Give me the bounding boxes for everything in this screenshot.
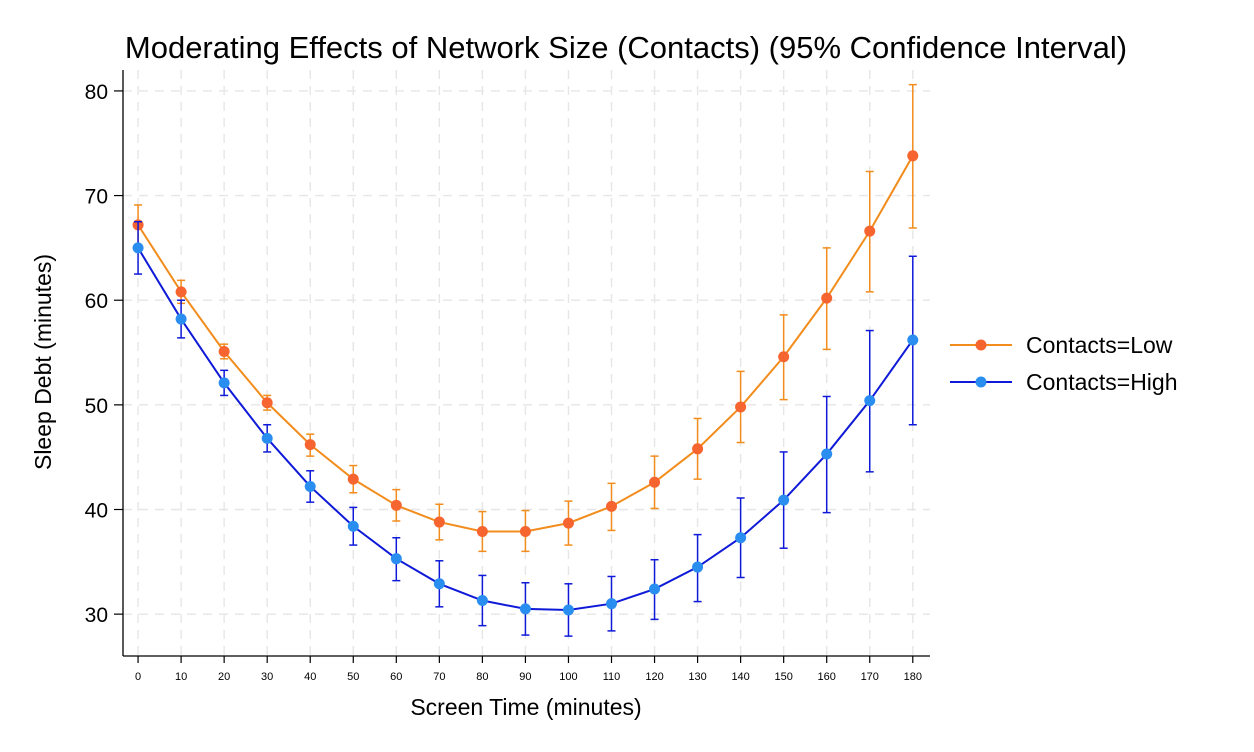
data-point-1-6	[390, 553, 402, 565]
legend-marker-1	[975, 376, 987, 388]
data-point-1-9	[519, 603, 531, 615]
chart-title: Moderating Effects of Network Size (Cont…	[125, 30, 1127, 65]
y-tick-label-4: 70	[85, 186, 108, 209]
data-point-1-13	[692, 561, 704, 573]
data-point-0-14	[735, 401, 747, 413]
data-point-1-2	[218, 377, 230, 389]
data-point-0-8	[476, 525, 488, 537]
data-point-0-16	[821, 292, 833, 304]
grid	[123, 70, 930, 656]
legend-label-1: Contacts=High	[1026, 369, 1178, 395]
y-axis-label: Sleep Debt (minutes)	[30, 254, 56, 470]
x-tick-label-18: 180	[904, 671, 922, 683]
x-tick-label-1: 10	[175, 671, 187, 683]
data-point-1-12	[649, 583, 661, 595]
data-point-0-9	[519, 525, 531, 537]
data-point-0-5	[347, 473, 359, 485]
data-point-0-1	[175, 286, 187, 298]
ticks: 30 40 50 60 70 80 0 10 20 30 40 50 60 70 80 90 100 110 120…	[85, 81, 922, 683]
x-tick-label-7: 70	[433, 671, 445, 683]
data-point-0-2	[218, 345, 230, 357]
x-tick-label-4: 40	[304, 671, 316, 683]
data-point-1-18	[907, 334, 919, 346]
x-tick-label-0: 0	[135, 671, 141, 683]
x-tick-label-9: 90	[519, 671, 531, 683]
data-point-1-4	[304, 480, 316, 492]
data-point-0-7	[433, 516, 445, 528]
x-axis-label: Screen Time (minutes)	[410, 694, 641, 720]
legend-marker-0	[975, 339, 987, 351]
data-point-1-7	[433, 578, 445, 590]
y-tick-label-5: 80	[85, 81, 108, 104]
data-point-0-3	[261, 397, 273, 409]
data-point-0-4	[304, 439, 316, 451]
legend: Contacts=Low Contacts=High	[950, 332, 1178, 395]
data-point-0-17	[864, 225, 876, 237]
x-tick-label-16: 160	[818, 671, 836, 683]
x-tick-label-12: 120	[645, 671, 663, 683]
data-point-1-8	[476, 595, 488, 607]
legend-item-0: Contacts=Low	[950, 332, 1173, 358]
x-tick-label-17: 170	[861, 671, 879, 683]
series-layer	[132, 83, 919, 637]
data-point-0-12	[649, 476, 661, 488]
x-tick-label-6: 60	[390, 671, 402, 683]
data-point-0-15	[778, 351, 790, 363]
x-tick-label-14: 140	[731, 671, 749, 683]
x-tick-label-13: 130	[688, 671, 706, 683]
data-point-1-17	[864, 395, 876, 407]
x-tick-label-11: 110	[603, 671, 621, 683]
data-point-1-5	[347, 520, 359, 532]
x-tick-label-5: 50	[347, 671, 359, 683]
series-0	[132, 83, 919, 553]
legend-label-0: Contacts=Low	[1026, 332, 1173, 358]
data-point-0-6	[390, 499, 402, 511]
data-point-1-0	[132, 242, 144, 254]
data-point-1-3	[261, 432, 273, 444]
x-tick-label-2: 20	[218, 671, 230, 683]
axes	[122, 70, 930, 657]
data-point-1-14	[735, 532, 747, 544]
y-tick-label-3: 60	[85, 290, 108, 313]
data-point-1-11	[606, 598, 618, 610]
legend-item-1: Contacts=High	[950, 369, 1178, 395]
data-point-1-15	[778, 494, 790, 506]
data-point-0-10	[562, 517, 574, 529]
data-point-1-1	[175, 313, 187, 325]
data-point-1-16	[821, 448, 833, 460]
x-tick-label-3: 30	[261, 671, 273, 683]
x-tick-label-8: 80	[476, 671, 488, 683]
y-tick-label-0: 30	[85, 604, 108, 627]
series-1	[132, 220, 919, 637]
y-tick-label-1: 40	[85, 500, 108, 523]
data-point-0-11	[606, 500, 618, 512]
data-point-0-18	[907, 150, 919, 162]
x-tick-label-10: 100	[559, 671, 577, 683]
x-tick-label-15: 150	[774, 671, 792, 683]
y-tick-label-2: 50	[85, 395, 108, 418]
data-point-0-13	[692, 443, 704, 455]
data-point-1-10	[562, 604, 574, 616]
